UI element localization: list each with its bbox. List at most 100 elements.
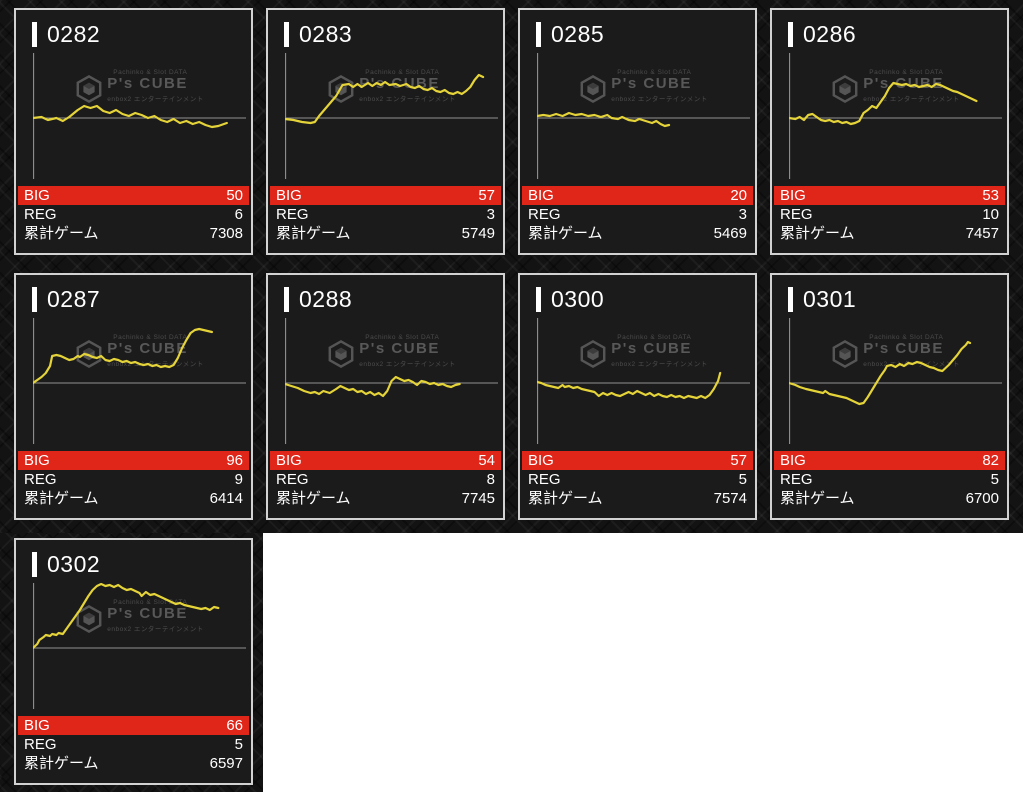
watermark-top-caption: Pachinko & Slot DATA [113, 599, 188, 606]
watermark-sub-caption: enbox2 エンターテインメント [359, 96, 456, 103]
big-value: 20 [730, 187, 747, 204]
slump-chart: Pachinko & Slot DATA P's CUBE enbox2 エンタ… [285, 318, 498, 444]
title-accent-bar [788, 21, 793, 47]
reg-label: REG [528, 206, 561, 223]
big-count-row: BIG 53 [774, 186, 1005, 205]
machine-card[interactable]: 0302 Pachinko & Slot DATA P's CUBE enbox… [14, 538, 253, 785]
ps-cube-watermark: Pachinko & Slot DATA P's CUBE enbox2 エンタ… [285, 334, 498, 369]
watermark-top-caption: Pachinko & Slot DATA [617, 334, 692, 341]
watermark-brand: P's CUBE [863, 340, 944, 357]
big-label: BIG [24, 717, 50, 734]
machine-stats: BIG 57 REG 5 累計ゲーム 7574 [522, 451, 753, 508]
title-accent-bar [32, 286, 37, 312]
machine-number: 0300 [551, 285, 605, 312]
slump-chart: Pachinko & Slot DATA P's CUBE enbox2 エンタ… [33, 318, 246, 444]
machine-stats: BIG 96 REG 9 累計ゲーム 6414 [18, 451, 249, 508]
watermark-brand: P's CUBE [611, 75, 692, 92]
machine-card[interactable]: 0286 Pachinko & Slot DATA P's CUBE enbox… [770, 8, 1009, 255]
title-accent-bar [284, 21, 289, 47]
total-games-value: 7308 [209, 225, 243, 242]
watermark-top-caption: Pachinko & Slot DATA [365, 69, 440, 76]
total-games-row: 累計ゲーム 7308 [18, 224, 249, 243]
machine-number: 0285 [551, 20, 605, 47]
reg-label: REG [528, 471, 561, 488]
total-games-value: 5749 [461, 225, 495, 242]
machine-stats: BIG 54 REG 8 累計ゲーム 7745 [270, 451, 501, 508]
total-games-label: 累計ゲーム [780, 225, 855, 242]
slump-line-svg [285, 318, 498, 444]
watermark-top-caption: Pachinko & Slot DATA [869, 334, 944, 341]
slump-line-svg [537, 318, 750, 444]
machine-number: 0283 [299, 20, 353, 47]
slump-line-svg [33, 318, 246, 444]
watermark-sub-caption: enbox2 エンターテインメント [863, 96, 960, 103]
watermark-brand: P's CUBE [107, 75, 188, 92]
reg-count-row: REG 5 [774, 470, 1005, 489]
machine-title: 0285 [536, 21, 743, 47]
big-count-row: BIG 57 [270, 186, 501, 205]
machine-number: 0287 [47, 285, 101, 312]
watermark-text-block: Pachinko & Slot DATA P's CUBE enbox2 エンタ… [107, 599, 203, 633]
machine-card[interactable]: 0285 Pachinko & Slot DATA P's CUBE enbox… [518, 8, 757, 255]
total-games-label: 累計ゲーム [24, 225, 99, 242]
total-games-value: 7457 [965, 225, 999, 242]
big-label: BIG [24, 187, 50, 204]
watermark-brand: P's CUBE [863, 75, 944, 92]
big-label: BIG [276, 187, 302, 204]
machine-title: 0283 [284, 21, 491, 47]
watermark-text-block: Pachinko & Slot DATA P's CUBE enbox2 エンタ… [611, 334, 707, 368]
watermark-text-block: Pachinko & Slot DATA P's CUBE enbox2 エンタ… [359, 334, 455, 368]
watermark-top-caption: Pachinko & Slot DATA [869, 69, 944, 76]
ps-cube-watermark: Pachinko & Slot DATA P's CUBE enbox2 エンタ… [33, 69, 246, 104]
slump-chart: Pachinko & Slot DATA P's CUBE enbox2 エンタ… [33, 583, 246, 709]
watermark-brand: P's CUBE [107, 340, 188, 357]
slump-line-svg [789, 318, 1002, 444]
machine-card[interactable]: 0301 Pachinko & Slot DATA P's CUBE enbox… [770, 273, 1009, 520]
machine-stats: BIG 57 REG 3 累計ゲーム 5749 [270, 186, 501, 243]
machine-title: 0300 [536, 286, 743, 312]
machine-stats: BIG 50 REG 6 累計ゲーム 7308 [18, 186, 249, 243]
reg-count-row: REG 10 [774, 205, 1005, 224]
machine-card[interactable]: 0288 Pachinko & Slot DATA P's CUBE enbox… [266, 273, 505, 520]
watermark-top-caption: Pachinko & Slot DATA [365, 334, 440, 341]
ps-cube-watermark: Pachinko & Slot DATA P's CUBE enbox2 エンタ… [789, 69, 1002, 104]
big-count-row: BIG 66 [18, 716, 249, 735]
ps-cube-hexagon-cube-icon [831, 74, 859, 104]
machine-number: 0302 [47, 550, 101, 577]
machine-card[interactable]: 0283 Pachinko & Slot DATA P's CUBE enbox… [266, 8, 505, 255]
reg-value: 8 [486, 471, 495, 488]
machine-card[interactable]: 0287 Pachinko & Slot DATA P's CUBE enbox… [14, 273, 253, 520]
watermark-sub-caption: enbox2 エンターテインメント [107, 626, 204, 633]
total-games-value: 6414 [209, 490, 243, 507]
big-value: 50 [226, 187, 243, 204]
reg-count-row: REG 3 [270, 205, 501, 224]
total-games-label: 累計ゲーム [276, 225, 351, 242]
slump-line-svg [33, 53, 246, 179]
machine-card[interactable]: 0300 Pachinko & Slot DATA P's CUBE enbox… [518, 273, 757, 520]
watermark-brand: P's CUBE [359, 75, 440, 92]
ps-cube-watermark: Pachinko & Slot DATA P's CUBE enbox2 エンタ… [537, 334, 750, 369]
total-games-row: 累計ゲーム 7457 [774, 224, 1005, 243]
title-accent-bar [536, 21, 541, 47]
reg-value: 9 [234, 471, 243, 488]
slump-chart: Pachinko & Slot DATA P's CUBE enbox2 エンタ… [33, 53, 246, 179]
machine-card[interactable]: 0282 Pachinko & Slot DATA P's CUBE enbox… [14, 8, 253, 255]
big-value: 54 [478, 452, 495, 469]
total-games-label: 累計ゲーム [528, 225, 603, 242]
big-count-row: BIG 57 [522, 451, 753, 470]
reg-value: 5 [234, 736, 243, 753]
ps-cube-hexagon-cube-icon [831, 339, 859, 369]
watermark-top-caption: Pachinko & Slot DATA [113, 334, 188, 341]
big-value: 82 [982, 452, 999, 469]
watermark-brand: P's CUBE [359, 340, 440, 357]
ps-cube-watermark: Pachinko & Slot DATA P's CUBE enbox2 エンタ… [537, 69, 750, 104]
title-accent-bar [32, 21, 37, 47]
machine-grid: 0282 Pachinko & Slot DATA P's CUBE enbox… [14, 8, 1009, 785]
ps-cube-hexagon-cube-icon [579, 339, 607, 369]
machine-stats: BIG 66 REG 5 累計ゲーム 6597 [18, 716, 249, 773]
big-value: 96 [226, 452, 243, 469]
ps-cube-watermark: Pachinko & Slot DATA P's CUBE enbox2 エンタ… [33, 599, 246, 634]
big-value: 53 [982, 187, 999, 204]
machine-title: 0288 [284, 286, 491, 312]
reg-count-row: REG 6 [18, 205, 249, 224]
